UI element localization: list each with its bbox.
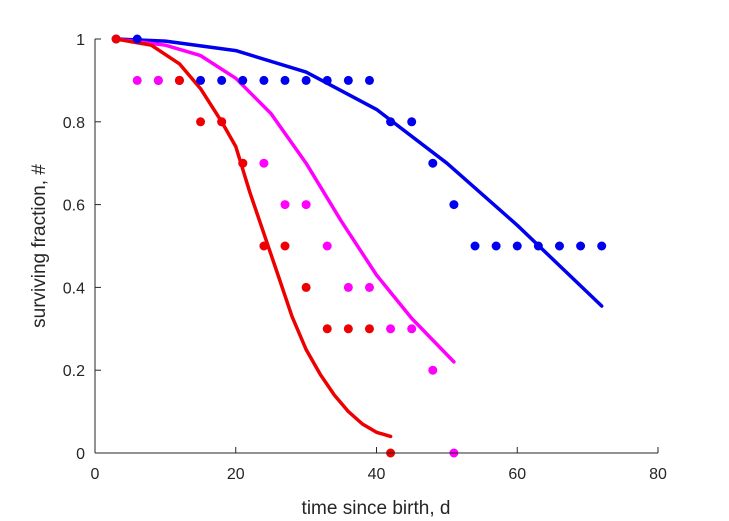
y-tick-label: 0.4 — [63, 280, 85, 297]
data-point-0 — [449, 200, 459, 210]
data-point-2 — [364, 324, 374, 334]
data-point-0 — [343, 75, 353, 85]
data-point-1 — [301, 200, 311, 210]
data-point-2 — [238, 158, 248, 168]
ticks: 0 20 40 60 80 0 0.2 0.4 0.6 0.8 1 — [63, 32, 667, 483]
data-point-0 — [491, 241, 501, 251]
x-tick-label: 20 — [227, 466, 245, 483]
data-point-1 — [386, 324, 396, 334]
data-point-0 — [322, 75, 332, 85]
x-tick-label: 0 — [91, 466, 100, 483]
data-point-1 — [153, 75, 163, 85]
data-point-2 — [174, 75, 184, 85]
data-point-2 — [259, 241, 269, 251]
y-axis-label: surviving fraction, # — [29, 164, 50, 328]
data-point-0 — [259, 75, 269, 85]
x-tick-label: 40 — [368, 466, 386, 483]
data-point-2 — [322, 324, 332, 334]
data-point-1 — [343, 282, 353, 292]
data-point-0 — [407, 117, 417, 127]
data-point-0 — [238, 75, 248, 85]
data-point-2 — [196, 117, 206, 127]
y-tick-label: 1 — [76, 32, 85, 49]
data-point-1 — [407, 324, 417, 334]
data-point-0 — [301, 75, 311, 85]
data-point-1 — [132, 75, 142, 85]
data-point-2 — [217, 117, 227, 127]
data-point-0 — [554, 241, 564, 251]
data-point-1 — [364, 282, 374, 292]
data-point-0 — [132, 34, 142, 44]
plot-area — [111, 34, 607, 458]
x-axis-label: time since birth, d — [302, 498, 451, 519]
data-point-0 — [597, 241, 607, 251]
y-tick-label: 0.2 — [63, 363, 85, 380]
data-point-1 — [428, 365, 438, 375]
data-point-1 — [259, 158, 269, 168]
fit-line-2 — [114, 37, 393, 439]
data-point-0 — [576, 241, 586, 251]
data-point-0 — [280, 75, 290, 85]
data-point-0 — [217, 75, 227, 85]
data-point-0 — [386, 117, 396, 127]
data-point-0 — [428, 158, 438, 168]
data-point-0 — [512, 241, 522, 251]
data-point-0 — [196, 75, 206, 85]
data-point-2 — [111, 34, 121, 44]
data-point-0 — [533, 241, 543, 251]
x-tick-label: 80 — [649, 466, 667, 483]
fit-line-0 — [114, 37, 604, 308]
data-point-1 — [280, 200, 290, 210]
data-point-0 — [364, 75, 374, 85]
data-point-2 — [301, 282, 311, 292]
y-tick-label: 0 — [76, 446, 85, 463]
data-point-0 — [470, 241, 480, 251]
data-point-2 — [280, 241, 290, 251]
data-point-2 — [343, 324, 353, 334]
data-point-1 — [322, 241, 332, 251]
y-tick-label: 0.6 — [63, 198, 85, 215]
x-tick-label: 60 — [508, 466, 526, 483]
axes — [94, 39, 658, 454]
fit-line-1 — [114, 37, 456, 364]
y-tick-label: 0.8 — [63, 115, 85, 132]
